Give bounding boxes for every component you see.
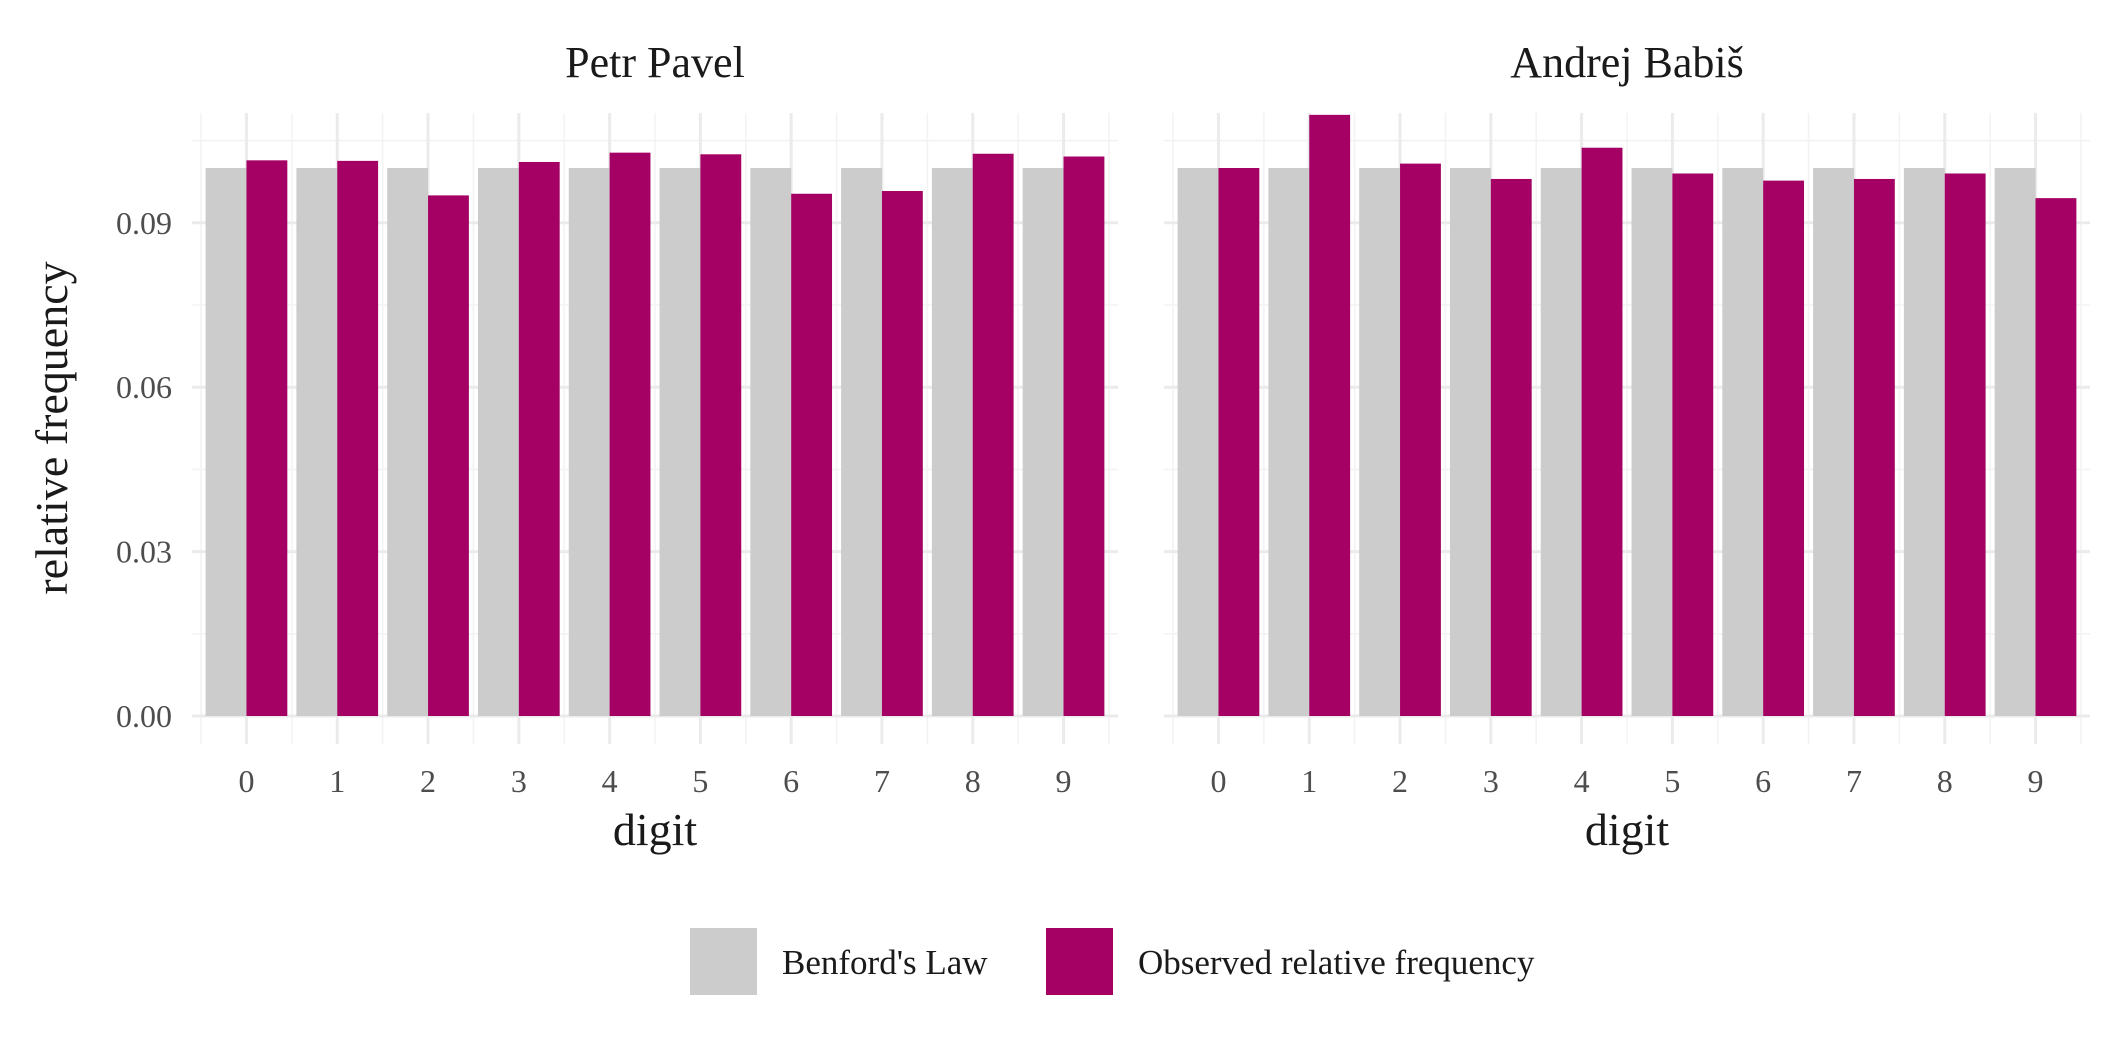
x-tick-label: 9 — [2028, 763, 2044, 799]
x-tick-label: 4 — [602, 763, 618, 799]
x-tick-label: 3 — [511, 763, 527, 799]
bar-observed-4 — [1581, 147, 1623, 716]
x-tick-label: 6 — [1755, 763, 1771, 799]
bar-benford-2 — [387, 168, 429, 716]
bar-observed-6 — [791, 193, 833, 717]
bar-benford-3 — [1449, 168, 1491, 716]
chart-panels: 0.00 0.03 0.06 0.09 0 1 2 3 4 5 6 7 8 9 digit Petr Pave… — [116, 38, 2090, 855]
bar-benford-5 — [1631, 168, 1673, 716]
bar-benford-4 — [568, 168, 610, 716]
y-tick-label: 0.06 — [116, 369, 172, 405]
bar-observed-3 — [1490, 178, 1532, 716]
bar-observed-2 — [1400, 163, 1441, 717]
x-tick-label: 3 — [1483, 763, 1499, 799]
x-tick-label: 9 — [1056, 763, 1072, 799]
y-axis-title: relative frequency — [26, 261, 77, 594]
bar-benford-6 — [750, 168, 792, 716]
x-tick-label: 2 — [1392, 763, 1408, 799]
bar-observed-0 — [1218, 168, 1260, 716]
x-tick-label: 2 — [420, 763, 436, 799]
bar-observed-8 — [972, 153, 1014, 716]
bar-benford-0 — [205, 168, 247, 716]
bar-observed-3 — [518, 161, 560, 717]
bar-observed-1 — [1309, 114, 1351, 717]
bar-observed-0 — [246, 160, 288, 716]
legend-item-0: Benford's Law — [690, 928, 988, 995]
legend-swatch — [690, 928, 757, 995]
x-tick-label: 5 — [1664, 763, 1680, 799]
bar-observed-8 — [1944, 173, 1986, 717]
y-tick-label: 0.03 — [116, 534, 172, 570]
x-tick-label: 7 — [874, 763, 890, 799]
panel-1: 0 1 2 3 4 5 6 7 8 9 digit Andrej Babiš — [1164, 38, 2090, 855]
bar-benford-7 — [841, 168, 882, 716]
x-tick-label: 8 — [965, 763, 981, 799]
legend-label: Benford's Law — [782, 943, 988, 982]
panel-0: 0.00 0.03 0.06 0.09 0 1 2 3 4 5 6 7 8 9 digit Petr Pave… — [116, 38, 1118, 855]
x-tick-label: 7 — [1846, 763, 1862, 799]
bar-benford-6 — [1722, 168, 1764, 716]
y-tick-label: 0.09 — [116, 205, 172, 241]
bar-observed-9 — [1063, 156, 1105, 716]
bar-benford-5 — [659, 168, 701, 716]
bar-benford-8 — [1903, 168, 1945, 716]
bar-observed-9 — [2035, 198, 2077, 716]
bar-observed-1 — [337, 160, 379, 717]
panel-title: Andrej Babiš — [1510, 38, 1743, 87]
bar-benford-8 — [931, 168, 973, 716]
bar-observed-2 — [428, 195, 469, 716]
bar-benford-1 — [1268, 168, 1310, 716]
bar-observed-6 — [1763, 180, 1805, 716]
bar-benford-9 — [1994, 168, 2036, 716]
x-tick-label: 8 — [1937, 763, 1953, 799]
x-tick-label: 0 — [1210, 763, 1226, 799]
x-tick-label: 6 — [783, 763, 799, 799]
x-tick-label: 1 — [1301, 763, 1317, 799]
x-axis-title: digit — [1585, 804, 1670, 855]
legend-item-1: Observed relative frequency — [1046, 928, 1535, 995]
bar-observed-5 — [1672, 173, 1714, 717]
bar-benford-0 — [1177, 168, 1219, 716]
x-axis-title: digit — [613, 804, 698, 855]
bar-observed-4 — [609, 152, 651, 716]
bar-observed-5 — [700, 154, 742, 717]
y-tick-label: 0.00 — [116, 698, 172, 734]
bar-benford-9 — [1022, 168, 1064, 716]
x-tick-label: 0 — [238, 763, 254, 799]
bar-observed-7 — [1853, 178, 1895, 716]
legend-swatch — [1046, 928, 1113, 995]
legend-label: Observed relative frequency — [1138, 943, 1535, 982]
panel-title: Petr Pavel — [565, 38, 745, 87]
bar-benford-1 — [296, 168, 338, 716]
bar-observed-7 — [881, 191, 923, 717]
x-tick-label: 1 — [329, 763, 345, 799]
bar-benford-3 — [477, 168, 519, 716]
bar-benford-7 — [1813, 168, 1854, 716]
legend: Benford's Law Observed relative frequency — [690, 928, 1535, 995]
bar-benford-2 — [1359, 168, 1401, 716]
bar-benford-4 — [1540, 168, 1582, 716]
x-tick-label: 4 — [1574, 763, 1590, 799]
x-tick-label: 5 — [692, 763, 708, 799]
